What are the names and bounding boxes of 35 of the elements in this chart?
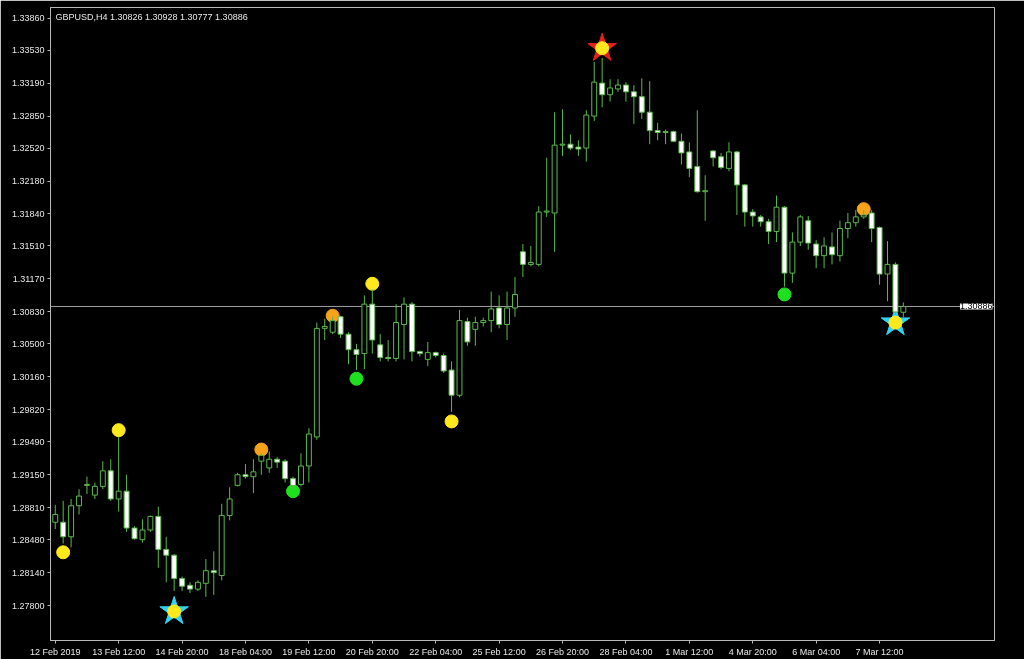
x-tick-label: 7 Mar 12:00 xyxy=(855,646,904,657)
y-tick-label: 1.30160 xyxy=(11,371,45,382)
x-tick-label: 28 Feb 04:00 xyxy=(599,646,653,657)
y-tick-label: 1.28810 xyxy=(11,502,45,513)
y-tick-label: 1.32520 xyxy=(11,143,45,154)
y-tick-label: 1.31510 xyxy=(11,240,45,251)
x-tick-label: 6 Mar 04:00 xyxy=(792,646,841,657)
y-tick-label: 1.31170 xyxy=(12,273,45,284)
y-tick-label: 1.29820 xyxy=(11,404,45,415)
y-tick-label: 1.33860 xyxy=(11,13,45,24)
y-tick-label: 1.32850 xyxy=(11,111,45,122)
x-tick-label: 13 Feb 12:00 xyxy=(92,646,146,657)
x-tick-label: 4 Mar 20:00 xyxy=(728,646,777,657)
y-tick-label: 1.29150 xyxy=(11,469,45,480)
x-tick-label: 14 Feb 20:00 xyxy=(155,646,209,657)
y-tick-label: 1.32180 xyxy=(11,176,45,187)
x-tick-label: 25 Feb 12:00 xyxy=(472,646,526,657)
y-tick-label: 1.28480 xyxy=(11,534,45,545)
y-tick-label: 1.30500 xyxy=(11,338,45,349)
y-tick-label: 1.33530 xyxy=(11,45,45,56)
y-tick-label: 1.30830 xyxy=(11,306,45,317)
y-tick-label: 1.27800 xyxy=(11,600,45,611)
y-tick-label: 1.29490 xyxy=(11,436,45,447)
y-tick-label: 1.31840 xyxy=(11,208,45,219)
x-tick-label: 26 Feb 20:00 xyxy=(536,646,590,657)
x-tick-label: 12 Feb 2019 xyxy=(29,646,81,657)
x-tick-label: 1 Mar 12:00 xyxy=(665,646,714,657)
ref-line-label: 1.30886 xyxy=(959,301,993,312)
y-tick-label: 1.33190 xyxy=(11,78,45,89)
x-tick-label: 19 Feb 12:00 xyxy=(282,646,336,657)
chart-title: GBPUSD,H4 1.30826 1.30928 1.30777 1.30886 xyxy=(55,11,248,22)
x-tick-label: 20 Feb 20:00 xyxy=(345,646,399,657)
y-tick-label: 1.28140 xyxy=(11,567,45,578)
x-tick-label: 22 Feb 04:00 xyxy=(409,646,463,657)
x-tick-label: 18 Feb 04:00 xyxy=(218,646,273,657)
